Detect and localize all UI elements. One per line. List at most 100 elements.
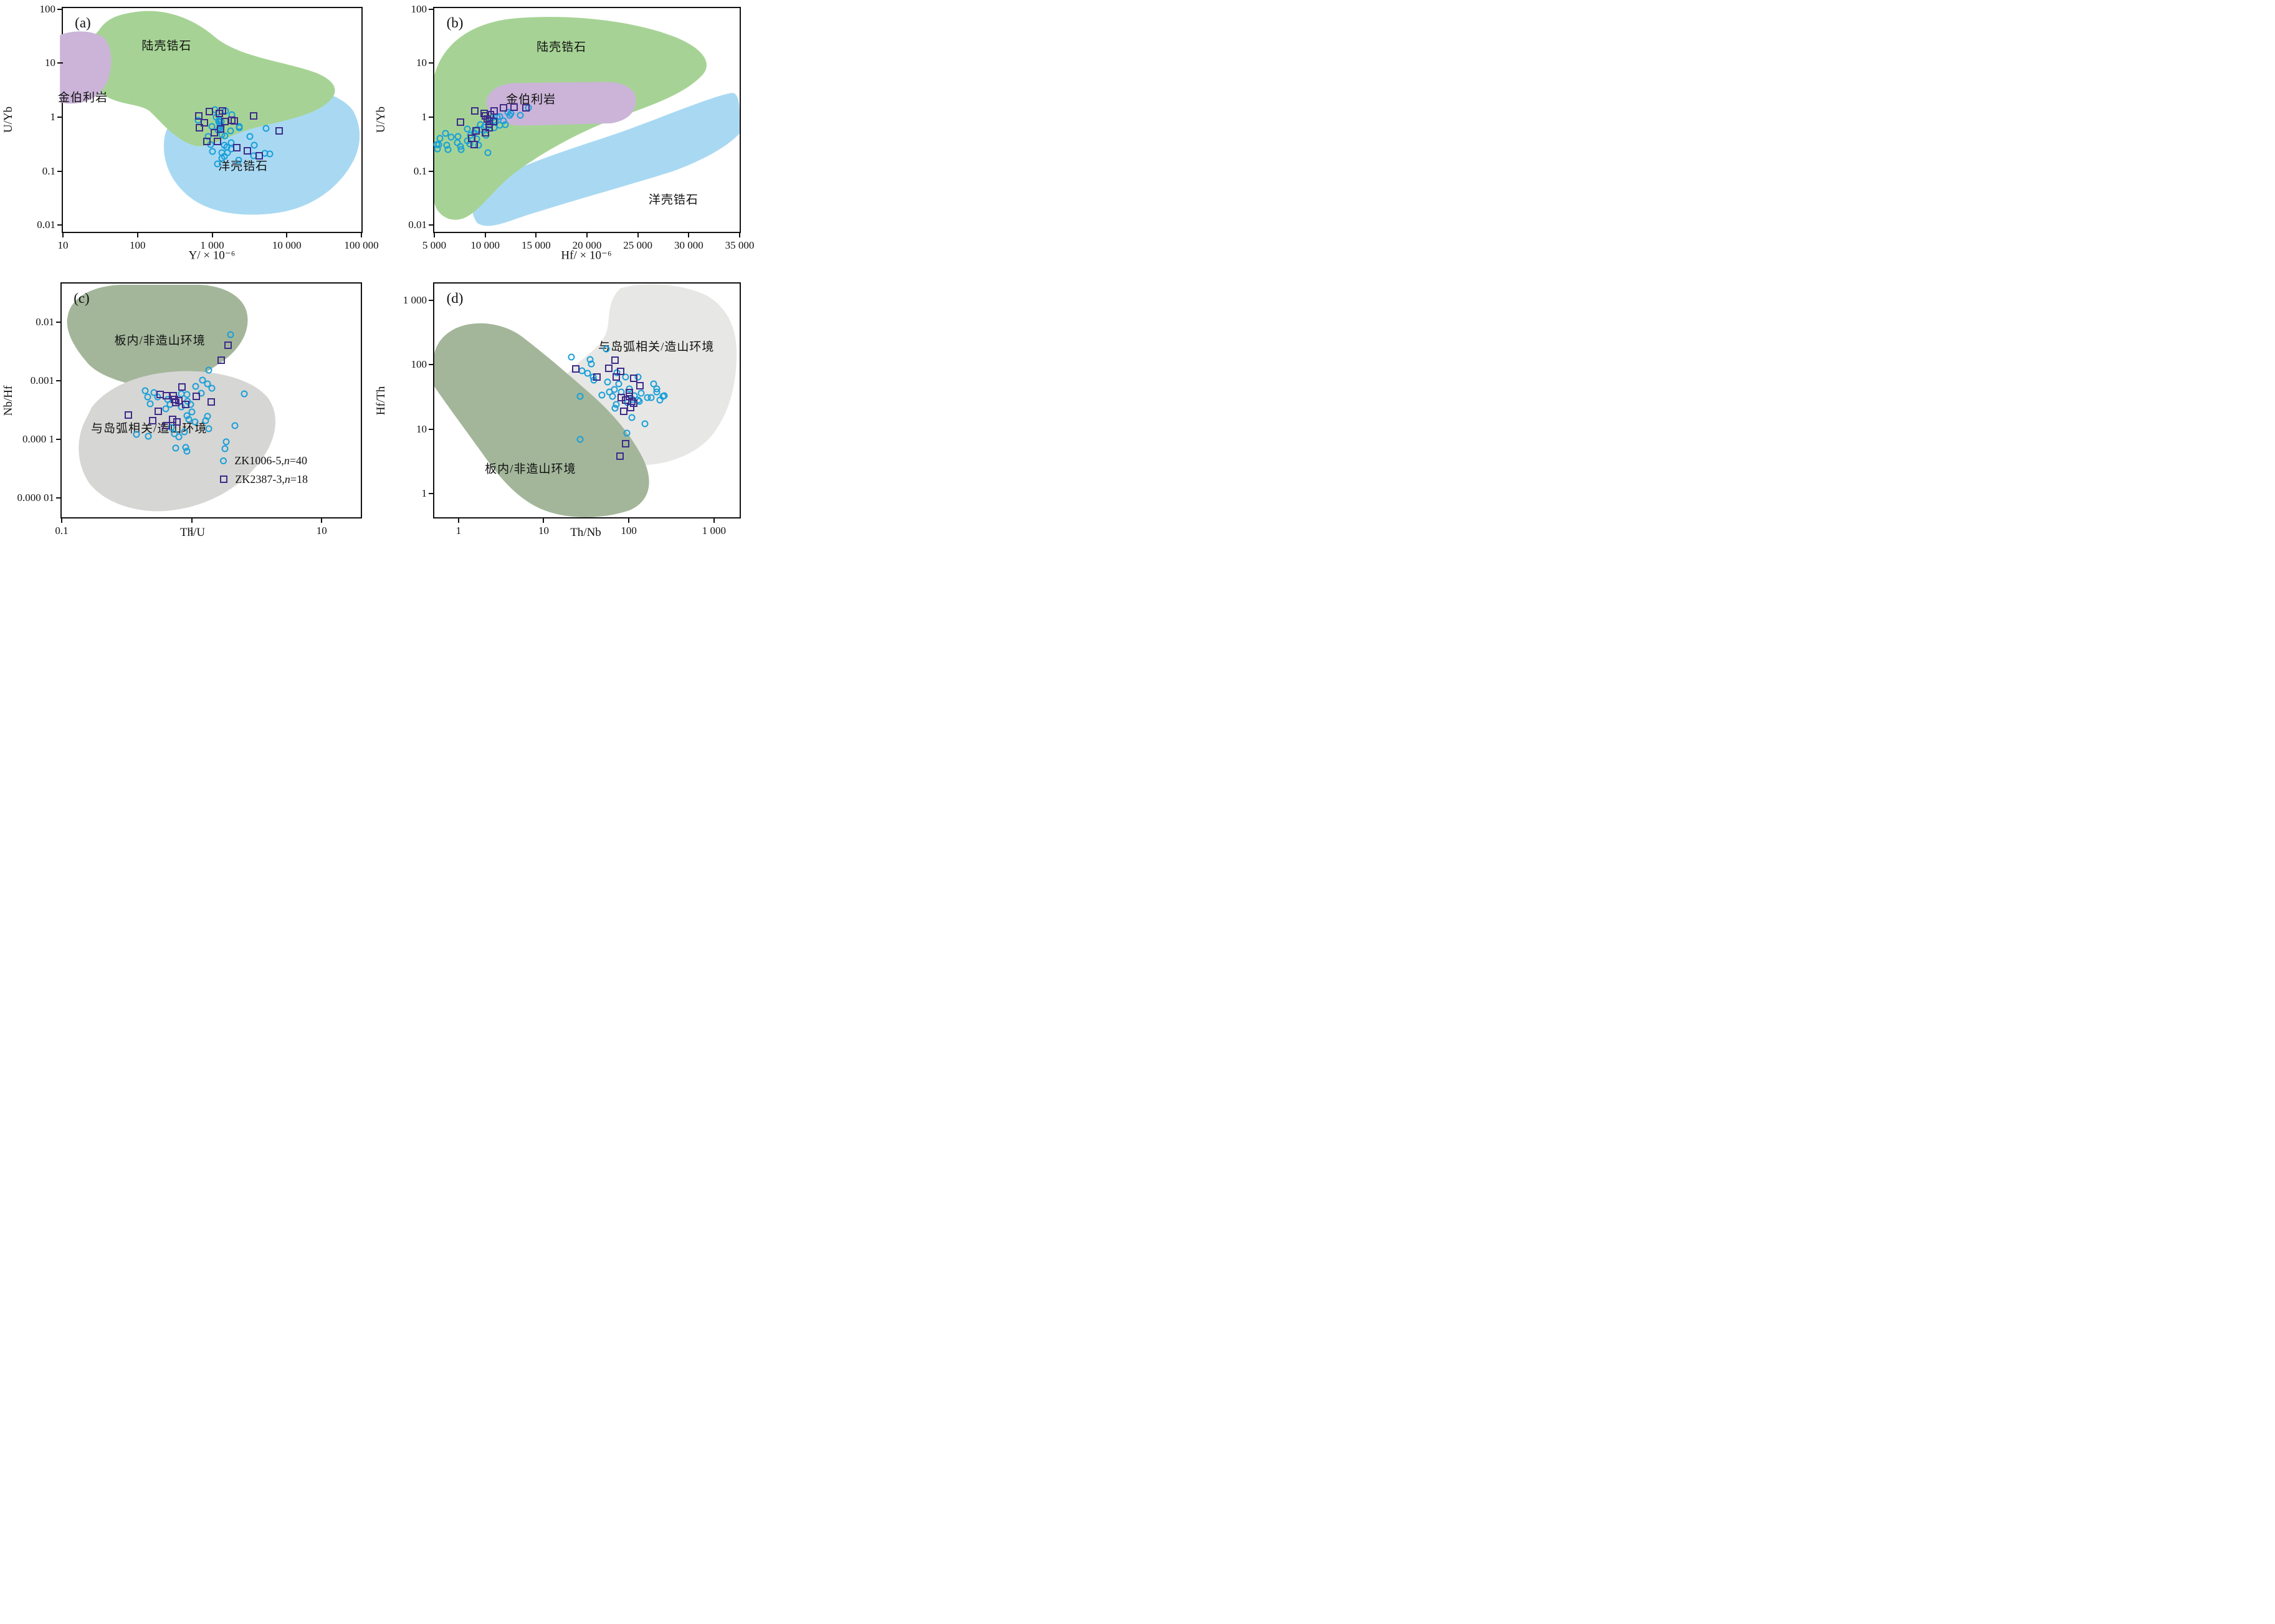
data-point-ZK2387-3-square bbox=[178, 383, 186, 391]
plot-area-d: (d) 与岛弧相关/造山环境 板内/非造山环境 1 10 100 1 000 1 000 10… bbox=[403, 282, 741, 537]
data-point-ZK1006-5-circle bbox=[611, 404, 619, 412]
data-point-ZK2387-3-square bbox=[625, 388, 633, 396]
x-tick bbox=[535, 232, 537, 237]
x-tick-label: 100 bbox=[130, 239, 146, 251]
data-point-ZK1006-5-circle bbox=[191, 418, 199, 426]
region-label-within-plate-non-orogenic: 板内/非造山环境 bbox=[114, 334, 206, 348]
x-tick-label: 25 000 bbox=[623, 239, 653, 251]
y-tick-label: 100 bbox=[411, 2, 427, 15]
x-tick-label: 10 000 bbox=[272, 239, 302, 251]
data-point-ZK1006-5-circle bbox=[204, 380, 211, 388]
y-tick bbox=[56, 321, 62, 323]
region-continental-crust-zircon bbox=[85, 11, 335, 146]
x-tick bbox=[434, 232, 435, 237]
data-point-ZK2387-3-square bbox=[255, 152, 264, 160]
y-tick-label: 0.01 bbox=[36, 315, 54, 328]
data-point-ZK1006-5-circle bbox=[250, 141, 258, 149]
x-tick bbox=[543, 517, 545, 523]
data-point-ZK2387-3-square bbox=[221, 118, 229, 126]
data-point-ZK2387-3-square bbox=[486, 110, 494, 118]
legend-square-icon bbox=[220, 475, 228, 484]
data-point-ZK1006-5-circle bbox=[208, 385, 216, 392]
data-point-ZK1006-5-circle bbox=[464, 125, 471, 133]
y-tick-label: 1 bbox=[50, 111, 56, 123]
data-point-ZK1006-5-circle bbox=[647, 394, 655, 401]
data-point-ZK1006-5-circle bbox=[145, 432, 152, 440]
data-point-ZK2387-3-square bbox=[636, 382, 644, 390]
data-point-ZK1006-5-circle bbox=[221, 153, 228, 160]
x-tick bbox=[628, 517, 630, 523]
data-point-ZK2387-3-square bbox=[214, 138, 222, 146]
region-kimberlite bbox=[60, 31, 112, 104]
x-tick bbox=[361, 232, 362, 237]
y-tick bbox=[429, 428, 434, 430]
y-tick bbox=[56, 438, 62, 440]
data-point-ZK2387-3-square bbox=[216, 110, 224, 118]
x-tick-label: 100 bbox=[621, 525, 637, 537]
y-tick bbox=[56, 497, 62, 499]
x-tick bbox=[286, 232, 288, 237]
panel-letter-c: (c) bbox=[74, 290, 90, 307]
x-axis-title-c: Th/U bbox=[179, 526, 206, 539]
y-axis-title-b: U/Yb bbox=[374, 106, 388, 133]
y-tick-label: 0.000 01 bbox=[17, 492, 55, 504]
data-point-ZK1006-5-circle bbox=[442, 130, 449, 137]
data-point-ZK1006-5-circle bbox=[214, 160, 221, 168]
y-tick bbox=[429, 364, 434, 366]
data-point-ZK2387-3-square bbox=[205, 108, 213, 116]
data-point-ZK2387-3-square bbox=[616, 452, 624, 461]
data-point-ZK1006-5-circle bbox=[457, 146, 465, 153]
legend: ZK1006-5,n=40 ZK2387-3,n=18 bbox=[220, 454, 308, 486]
data-point-ZK1006-5-circle bbox=[634, 373, 642, 381]
legend-circle-icon bbox=[220, 457, 227, 464]
region-label-continental-crust-zircon: 陆壳锆石 bbox=[141, 39, 192, 53]
data-point-ZK2387-3-square bbox=[500, 103, 508, 112]
data-point-ZK2387-3-square bbox=[619, 407, 627, 415]
y-tick-label: 0.01 bbox=[37, 219, 55, 231]
region-label-arc-related-orogenic: 与岛弧相关/造山环境 bbox=[598, 340, 715, 354]
data-point-ZK1006-5-circle bbox=[144, 393, 151, 401]
region-label-oceanic-crust-zircon: 洋壳锆石 bbox=[218, 160, 269, 173]
data-point-ZK1006-5-circle bbox=[222, 438, 230, 446]
data-point-ZK2387-3-square bbox=[489, 118, 497, 126]
y-tick bbox=[429, 8, 434, 10]
data-point-ZK1006-5-circle bbox=[227, 139, 235, 146]
y-axis-title-c: Nb/Hf bbox=[2, 385, 15, 416]
x-tick-label: 100 000 bbox=[344, 239, 379, 251]
data-point-ZK1006-5-circle bbox=[603, 345, 610, 353]
data-point-ZK2387-3-square bbox=[510, 103, 518, 111]
legend-item-ZK1006-5: ZK1006-5,n=40 bbox=[220, 454, 308, 467]
region-label-kimberlite: 金伯利岩 bbox=[506, 93, 556, 107]
data-point-ZK2387-3-square bbox=[200, 118, 208, 127]
data-point-ZK1006-5-circle bbox=[623, 429, 630, 437]
y-tick bbox=[429, 170, 434, 172]
data-point-ZK2387-3-square bbox=[611, 356, 619, 365]
data-point-ZK1006-5-circle bbox=[175, 433, 183, 441]
legend-label: ZK1006-5,n=40 bbox=[234, 454, 308, 467]
data-point-ZK1006-5-circle bbox=[588, 360, 595, 368]
region-shapes bbox=[434, 284, 737, 517]
y-tick-label: 0.1 bbox=[42, 165, 55, 177]
data-point-ZK1006-5-circle bbox=[192, 383, 199, 390]
y-axis-title-a: U/Yb bbox=[2, 106, 15, 133]
x-tick-label: 15 000 bbox=[521, 239, 551, 251]
data-point-ZK1006-5-circle bbox=[168, 424, 175, 431]
y-tick bbox=[429, 62, 434, 64]
x-tick-label: 30 000 bbox=[674, 239, 703, 251]
y-tick bbox=[57, 8, 63, 10]
x-tick bbox=[713, 517, 715, 523]
region-within-plate-non-orogenic bbox=[434, 323, 649, 517]
data-point-ZK1006-5-circle bbox=[484, 149, 492, 156]
x-tick bbox=[739, 232, 740, 237]
panel-letter-a: (a) bbox=[75, 14, 91, 31]
data-point-ZK1006-5-circle bbox=[517, 112, 524, 119]
y-axis-title-d: Hf/Th bbox=[374, 386, 388, 416]
data-point-ZK1006-5-circle bbox=[266, 150, 274, 158]
panel-letter-d: (d) bbox=[446, 290, 464, 307]
x-tick bbox=[62, 232, 64, 237]
y-tick-label: 100 bbox=[411, 358, 427, 371]
data-point-ZK2387-3-square bbox=[224, 342, 232, 349]
x-tick-label: 1 000 bbox=[702, 525, 726, 537]
region-within-plate-non-orogenic bbox=[67, 284, 248, 390]
data-point-ZK2387-3-square bbox=[231, 117, 239, 125]
